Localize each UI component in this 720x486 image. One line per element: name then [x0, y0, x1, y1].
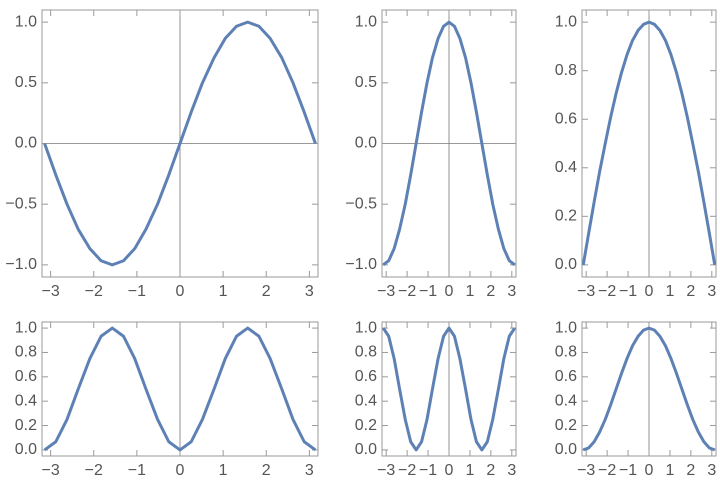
x-tick-label: −3 — [377, 283, 395, 300]
y-tick-label: −1.0 — [5, 256, 37, 273]
x-tick-label: −1 — [128, 462, 146, 479]
y-tick-label: 1.0 — [555, 319, 577, 336]
x-tick-label: 3 — [507, 462, 516, 479]
curve — [43, 326, 317, 452]
y-tick-label: 0.4 — [15, 392, 37, 409]
x-tick-label: −1 — [419, 462, 437, 479]
y-tick-label: 0.4 — [555, 392, 577, 409]
y-tick-label: 0.0 — [555, 441, 577, 458]
x-tick-label: 0 — [445, 283, 454, 300]
x-tick-label: 0 — [645, 283, 654, 300]
y-tick-label: 0.2 — [555, 208, 577, 225]
panel: −1.0 −0.5 0.0 0.5 1.0 −3 −2 −1 0 1 2 3 — [5, 9, 319, 300]
x-tick-label: −1 — [419, 283, 437, 300]
x-tick-label: 0 — [445, 462, 454, 479]
y-tick-label: 0.8 — [555, 344, 577, 361]
y-tick-label: 1.0 — [355, 319, 377, 336]
x-tick-label: 3 — [507, 283, 516, 300]
y-tick-label: 0.8 — [15, 344, 37, 361]
y-tick-label: 0.5 — [355, 74, 377, 91]
x-tick-label: −3 — [577, 462, 595, 479]
y-tick-label: 0.2 — [555, 417, 577, 434]
y-tick-label: 0.4 — [555, 159, 577, 176]
x-tick-label: −3 — [577, 283, 595, 300]
y-tick-label: 0.0 — [355, 135, 377, 152]
x-tick-label: −3 — [42, 462, 60, 479]
curve — [382, 20, 516, 267]
x-tick-label: 3 — [707, 283, 716, 300]
x-tick-label: −2 — [398, 462, 416, 479]
y-tick-label: 0.0 — [555, 256, 577, 273]
y-tick-label: 1.0 — [15, 13, 37, 30]
x-tick-label: −1 — [619, 283, 637, 300]
curve — [581, 20, 717, 266]
panel: 0.0 0.2 0.4 0.6 0.8 1.0 −3 −2 −1 0 1 2 3 — [555, 9, 717, 300]
x-tick-label: −1 — [128, 283, 146, 300]
x-tick-label: 3 — [305, 462, 314, 479]
y-tick-label: −0.5 — [345, 195, 377, 212]
y-tick-label: 1.0 — [355, 13, 377, 30]
y-tick-label: 0.0 — [15, 135, 37, 152]
x-tick-label: −2 — [398, 283, 416, 300]
y-tick-label: 0.5 — [15, 74, 37, 91]
x-tick-label: 0 — [645, 462, 654, 479]
x-tick-label: −2 — [598, 283, 616, 300]
panel: −1.0 −0.5 0.0 0.5 1.0 −3 −2 −1 0 1 2 3 — [345, 9, 517, 300]
y-tick-label: 0.0 — [355, 441, 377, 458]
y-tick-label: 0.4 — [355, 392, 377, 409]
y-tick-label: 0.6 — [15, 368, 37, 385]
x-tick-label: 1 — [465, 462, 474, 479]
x-tick-label: 2 — [686, 462, 695, 479]
x-tick-label: 0 — [176, 283, 185, 300]
x-tick-label: −2 — [598, 462, 616, 479]
x-tick-label: −2 — [85, 283, 103, 300]
x-tick-label: 3 — [305, 283, 314, 300]
x-tick-label: −2 — [85, 462, 103, 479]
x-tick-label: 1 — [219, 462, 228, 479]
panel: 0.0 0.2 0.4 0.6 0.8 1.0 −3 −2 −1 0 1 2 3 — [355, 319, 517, 479]
y-tick-label: 0.8 — [355, 344, 377, 361]
x-tick-label: 2 — [486, 283, 495, 300]
curve — [582, 326, 716, 452]
x-tick-label: 1 — [465, 283, 474, 300]
x-tick-label: 2 — [262, 283, 271, 300]
y-tick-label: 0.6 — [355, 368, 377, 385]
x-tick-label: 1 — [665, 283, 674, 300]
y-tick-label: 0.6 — [555, 110, 577, 127]
x-tick-label: −3 — [42, 283, 60, 300]
panel: 0.0 0.2 0.4 0.6 0.8 1.0 −3 −2 −1 0 1 2 3 — [15, 319, 319, 479]
x-tick-label: 2 — [262, 462, 271, 479]
y-tick-label: −0.5 — [5, 195, 37, 212]
panel: 0.0 0.2 0.4 0.6 0.8 1.0 −3 −2 −1 0 1 2 3 — [555, 319, 717, 479]
x-tick-label: 1 — [665, 462, 674, 479]
x-tick-label: −1 — [619, 462, 637, 479]
x-tick-label: 1 — [219, 283, 228, 300]
y-tick-label: 0.2 — [355, 417, 377, 434]
curve — [382, 326, 516, 452]
y-tick-label: 0.8 — [555, 62, 577, 79]
x-tick-label: 2 — [686, 283, 695, 300]
y-tick-label: 0.0 — [15, 441, 37, 458]
x-tick-label: 3 — [707, 462, 716, 479]
y-tick-label: 0.2 — [15, 417, 37, 434]
x-tick-label: 0 — [176, 462, 185, 479]
y-tick-label: −1.0 — [345, 256, 377, 273]
y-tick-label: 1.0 — [555, 13, 577, 30]
y-tick-label: 0.6 — [555, 368, 577, 385]
y-tick-label: 1.0 — [15, 319, 37, 336]
x-tick-label: 2 — [486, 462, 495, 479]
curve — [43, 20, 317, 267]
x-tick-label: −3 — [377, 462, 395, 479]
